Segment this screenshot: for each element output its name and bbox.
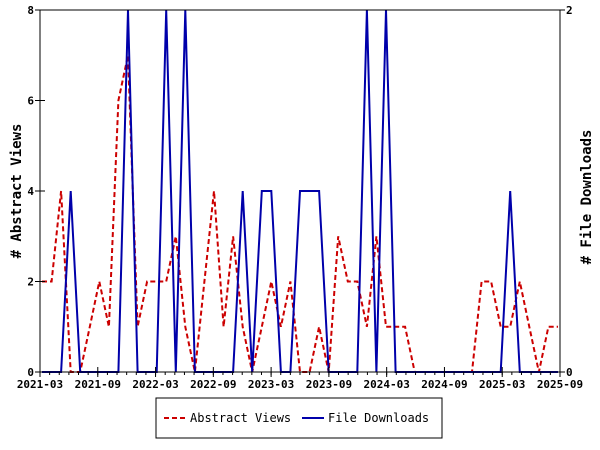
y2-tick-label: 0: [566, 366, 573, 379]
x-tick-label: 2024-03: [363, 378, 409, 391]
y-tick-label: 6: [27, 95, 34, 108]
y2-tick-label: 2: [566, 4, 573, 17]
legend: Abstract Views File Downloads: [155, 397, 443, 439]
x-tick-label: 2022-03: [132, 378, 178, 391]
y-tick-label: 0: [27, 366, 34, 379]
x-tick-label: 2021-09: [75, 378, 121, 391]
legend-box: [155, 397, 443, 439]
legend-label-file-downloads: File Downloads: [328, 411, 429, 425]
y2-axis-title: # File Downloads: [579, 130, 595, 265]
x-tick-label: 2022-09: [190, 378, 236, 391]
x-tick-label: 2025-03: [479, 378, 525, 391]
y-tick-label: 8: [27, 4, 34, 17]
x-tick-label: 2023-03: [248, 378, 294, 391]
y-tick-label: 2: [27, 276, 34, 289]
y-axis-title: # Abstract Views: [9, 124, 25, 259]
x-tick-label: 2024-09: [421, 378, 467, 391]
axis-layer: 0 2 4 6 8 0 2 2021-03 2021-09 2022-03 2022-09 2023-…: [17, 4, 583, 391]
x-tick-label: 2023-09: [306, 378, 352, 391]
x-tick-label: 2025-09: [537, 378, 583, 391]
legend-label-abstract-views: Abstract Views: [190, 411, 291, 425]
y-tick-label: 4: [27, 185, 34, 198]
x-tick-label: 2021-03: [17, 378, 63, 391]
